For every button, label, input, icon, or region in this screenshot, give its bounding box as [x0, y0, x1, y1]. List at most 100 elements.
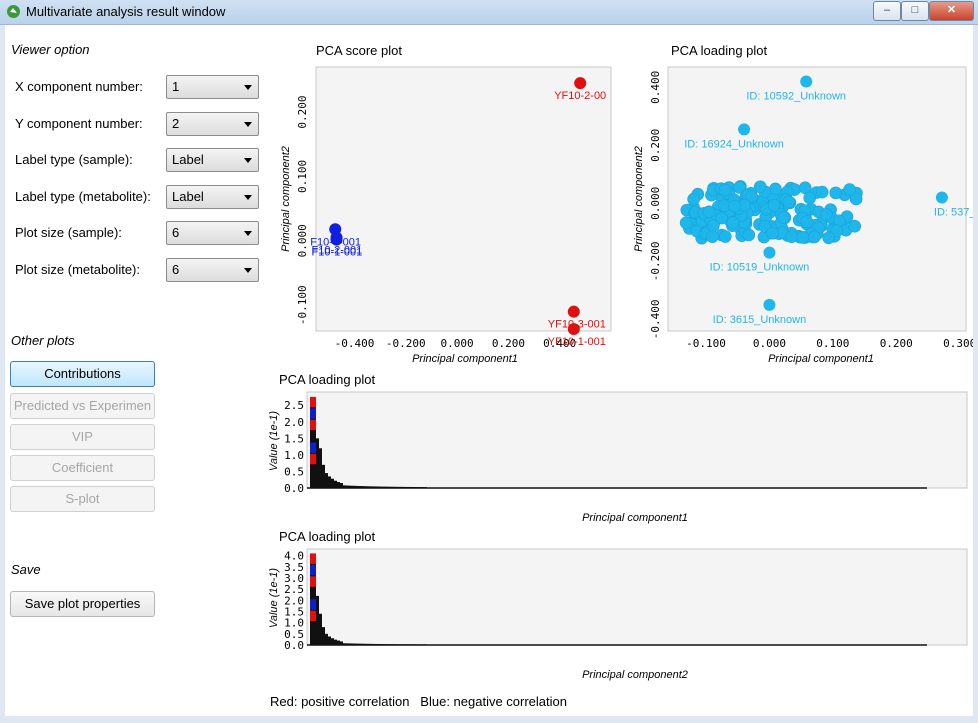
score-y-tick-label: -0.100	[296, 285, 309, 325]
bar	[347, 485, 349, 488]
bar	[371, 486, 373, 488]
bar	[355, 485, 357, 488]
coefficient-button[interactable]: Coefficient	[10, 455, 155, 481]
bar	[325, 473, 328, 488]
bar	[328, 476, 331, 488]
score-point	[574, 77, 587, 90]
loading-point-label: ID: 537_Unkn	[934, 207, 973, 219]
metabolite-point	[785, 230, 798, 243]
plot-size-metabolite-value: 6	[172, 262, 180, 277]
score-plot[interactable]: -0.100 0.000 0.100 0.200 -0.400 -0.200 0.000 0…	[275, 61, 625, 366]
bar	[349, 485, 351, 488]
bar	[345, 643, 347, 645]
loading-scatter-plot[interactable]: -0.400 -0.200 0.000 0.200 0.400 -0.100 0.000 0…	[631, 61, 973, 366]
bar	[334, 639, 337, 645]
chevron-down-icon	[244, 268, 252, 273]
loading-scatter-x-ticks: -0.100 0.000 0.100 0.200 0.300	[686, 337, 973, 350]
bar	[316, 595, 319, 645]
loading-scatter-y-axis-title: Principal component2	[633, 146, 645, 252]
metabolite-point	[745, 190, 758, 204]
bar-segment	[310, 442, 316, 453]
x-component-value: 1	[172, 79, 180, 94]
predicted-vs-experimental-button[interactable]: Predicted vs Experimen	[10, 393, 155, 419]
bar	[365, 486, 367, 488]
loading-point-label: ID: 10592_Unknown	[746, 91, 846, 103]
plot-size-sample-value: 6	[172, 225, 180, 240]
score-y-tick-label: 0.100	[296, 160, 309, 193]
score-plot-x-axis-title: Principal component1	[412, 353, 518, 365]
score-point	[567, 323, 580, 336]
x-component-label: X component number:	[15, 79, 143, 94]
bar	[340, 483, 343, 488]
bar	[351, 643, 353, 645]
loading-bar-plot-2[interactable]: 0.00.51.01.52.02.53.03.54.0 Principal co…	[265, 546, 973, 681]
metabolite-point	[753, 180, 767, 194]
bar	[331, 478, 334, 488]
y-component-select[interactable]: 2	[166, 112, 259, 136]
bar-segment	[310, 431, 316, 442]
bar	[351, 485, 353, 488]
loading-bar1-y-axis-title: Value (1e-1)	[268, 411, 280, 471]
loading-y-tick-label: 0.000	[649, 187, 662, 220]
metabolite-point	[726, 216, 740, 230]
window-title: Multivariate analysis result window	[26, 4, 226, 19]
minimize-button[interactable]: –	[873, 1, 901, 21]
s-plot-button[interactable]: S-plot	[10, 486, 155, 512]
score-point-label: F10-2-001	[312, 245, 363, 257]
metabolite-point	[803, 191, 817, 205]
chevron-down-icon	[244, 231, 252, 236]
loading-bar2-y-ticks: 0.00.51.01.52.02.53.03.54.0	[284, 550, 304, 652]
bar-y-tick-label: 2.5	[284, 583, 304, 596]
save-heading: Save	[11, 562, 41, 577]
close-button[interactable]: ✕	[929, 1, 974, 21]
bar	[331, 638, 334, 645]
score-point	[330, 233, 343, 246]
score-y-tick-label: 0.200	[296, 96, 309, 129]
bar-segment	[310, 553, 316, 564]
loading-point-label: ID: 16924_Unknown	[684, 138, 784, 150]
vip-button[interactable]: VIP	[10, 424, 155, 450]
score-point-label: YF10-2-00	[554, 90, 606, 102]
loading-point	[800, 75, 813, 88]
metabolite-point	[718, 183, 732, 197]
loading-bar2-bars	[307, 553, 927, 646]
metabolite-point	[829, 186, 843, 200]
metabolite-point	[800, 215, 814, 228]
loading-scatter-y-ticks: -0.400 -0.200 0.000 0.200 0.400	[649, 71, 662, 340]
maximize-button[interactable]: □	[901, 1, 929, 21]
contributions-button[interactable]: Contributions	[10, 361, 155, 387]
loading-x-tick-label: 0.100	[816, 337, 849, 350]
loading-x-tick-label: 0.300	[943, 337, 973, 350]
plot-size-metabolite-select[interactable]: 6	[166, 258, 259, 282]
x-component-select[interactable]: 1	[166, 75, 259, 99]
metabolite-point	[687, 192, 700, 206]
bar-segment	[310, 465, 316, 476]
loading-bar1-bars	[307, 396, 927, 489]
loading-bar1-title: PCA loading plot	[279, 372, 376, 387]
bar-segment	[310, 599, 316, 610]
bar-y-tick-label: 1.5	[284, 606, 304, 619]
loading-x-tick-label: 0.000	[753, 337, 786, 350]
bar	[310, 553, 316, 645]
metabolite-point	[702, 205, 716, 219]
save-plot-properties-button[interactable]: Save plot properties	[10, 591, 155, 617]
loading-bar1-x-axis-title: Principal component1	[582, 512, 688, 524]
loading-y-tick-label: -0.400	[649, 300, 662, 340]
loading-bar-plot-1[interactable]: 0.00.51.01.52.02.5 Principal component1 …	[265, 389, 973, 524]
metabolite-point	[843, 183, 856, 196]
bar	[377, 486, 379, 488]
plot-size-sample-select[interactable]: 6	[166, 221, 259, 245]
chevron-down-icon	[244, 85, 252, 90]
bar-y-tick-label: 1.0	[284, 617, 304, 630]
bar-y-tick-label: 2.0	[284, 594, 304, 607]
bar-y-tick-label: 2.0	[284, 416, 304, 429]
bar	[345, 485, 347, 488]
y-component-value: 2	[172, 116, 180, 131]
bar-segment	[310, 419, 316, 431]
bar-segment	[310, 396, 316, 408]
label-type-sample-select[interactable]: Label	[166, 148, 259, 172]
plot-size-sample-label: Plot size (sample):	[15, 225, 122, 240]
loading-bar2-title: PCA loading plot	[279, 529, 376, 544]
title-bar: Multivariate analysis result window – □ …	[0, 0, 978, 25]
label-type-metabolite-select[interactable]: Label	[166, 185, 259, 209]
